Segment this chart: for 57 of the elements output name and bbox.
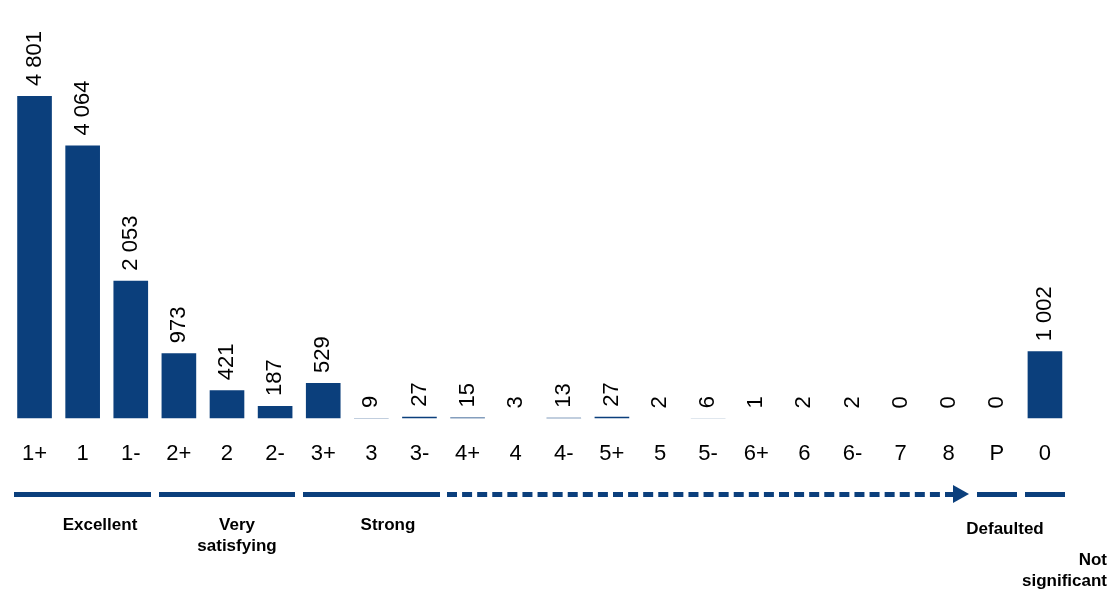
x-tick-label: 3 [365,439,378,465]
data-label: 1 002 [1031,286,1057,342]
data-label: 4 801 [20,30,46,86]
bar [113,280,149,419]
data-label: 4 064 [68,80,94,136]
text: Defaulted [965,518,1045,539]
text: Not significant [1021,549,1107,591]
x-tick-label: 1 [76,439,89,465]
x-tick-label: 0 [1038,439,1052,465]
x-tick-label: 1+ [21,439,48,465]
x-tick-label: 7 [894,439,907,465]
data-label: 2 [646,396,672,409]
data-label: 3 [501,396,527,409]
bar [1027,351,1063,419]
data-label: 0 [934,396,960,409]
x-tick-label: 1- [120,439,141,465]
data-label: 9 [357,395,383,408]
bar [17,96,52,419]
bar [65,145,100,419]
data-label: 13 [549,383,575,408]
x-tick-label: P [989,439,1005,465]
data-label: 421 [213,343,239,381]
x-tick-label: 6+ [743,439,769,465]
x-tick-label: 6 [798,439,811,465]
data-label: 2 [790,396,816,409]
data-label: 2 [838,396,864,409]
x-tick-label: 5+ [599,439,625,465]
x-tick-label: 5- [698,439,718,465]
bar [257,406,293,419]
x-tick-label: 4 [509,439,522,465]
x-tick-label: 3+ [310,439,336,465]
data-label: 0 [982,396,1008,409]
text: Very satisfying [196,514,278,556]
x-tick-label: 2+ [166,439,192,465]
x-tick-label: 4+ [455,439,481,465]
x-tick-label: 2 [220,439,234,465]
x-tick-label: 8 [942,439,955,465]
x-tick-label: 4- [554,439,574,465]
data-label: 973 [164,306,190,344]
x-tick-label: 6- [842,439,863,465]
data-label: 0 [886,396,912,409]
x-tick-label: 5 [653,439,667,465]
data-label: 27 [405,382,431,407]
bar [161,353,197,419]
text: Excellent [61,514,139,535]
data-label: 27 [597,382,623,407]
data-label: 2 053 [116,215,142,271]
data-label: 529 [309,336,335,374]
x-tick-label: 3- [409,439,430,465]
bar [209,390,245,419]
data-label: 15 [453,383,479,408]
bar [305,383,341,419]
data-label: 6 [694,395,720,409]
data-label: 1 [742,396,768,409]
x-tick-label: 2- [265,439,285,465]
text: Strong [359,514,417,535]
data-label: 187 [261,359,287,397]
